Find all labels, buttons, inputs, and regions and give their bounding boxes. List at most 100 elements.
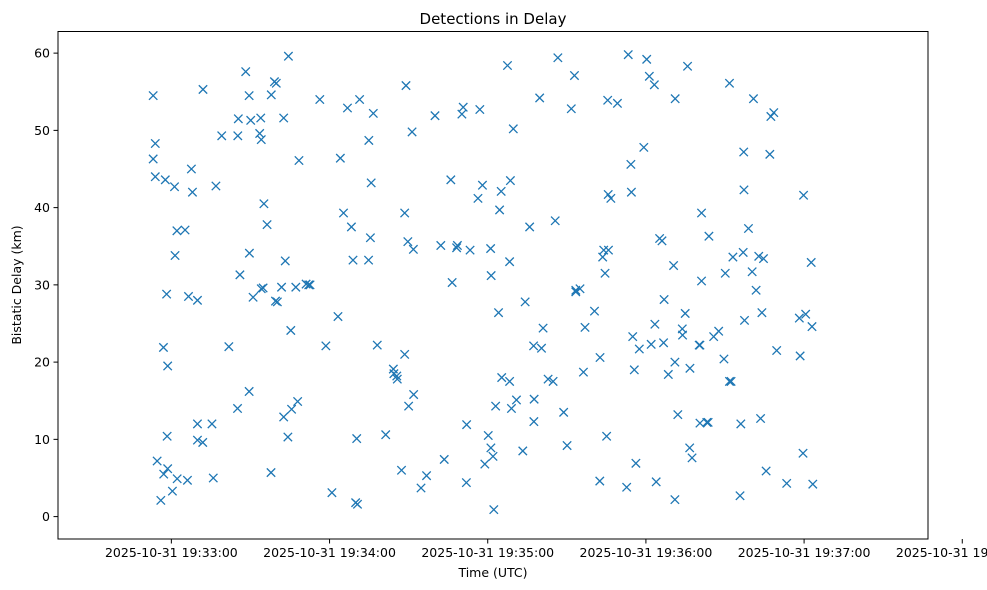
data-point [489,504,499,515]
data-point [170,250,180,261]
data-point [327,487,337,498]
data-point [628,331,638,342]
data-point [368,108,378,119]
y-axis: 0 10 20 30 40 50 60 [34,46,58,524]
data-point [629,365,639,375]
data-point [172,474,182,484]
data-point [187,187,198,197]
data-point [758,253,769,264]
data-point [235,270,245,280]
data-point [766,111,776,122]
data-point [305,280,315,290]
data-point [724,376,735,387]
data-point [304,280,314,290]
data-point [748,94,759,104]
data-point [801,309,811,319]
data-point [408,389,419,400]
data-point [685,443,695,453]
data-point [167,486,178,496]
data-point [192,435,203,445]
data-point [807,321,817,332]
data-point [224,342,234,352]
data-point [192,419,203,429]
data-point [430,111,440,121]
data-point [558,407,569,417]
y-tick-label: 60 [34,46,50,61]
y-tick-label: 10 [34,432,50,447]
data-point [765,149,775,159]
data-point [159,469,169,479]
data-point [338,208,349,218]
data-point [372,340,382,350]
y-tick-label: 50 [34,123,50,138]
data-point [769,107,779,118]
data-point [259,199,269,209]
data-point [595,476,605,486]
data-point [473,193,483,204]
data-point [266,90,276,100]
data-point [518,446,528,456]
data-point [548,376,558,387]
data-point [279,412,289,422]
data-point [158,342,169,353]
data-point [272,297,283,307]
data-point [595,352,605,363]
data-point [755,413,766,424]
data-point [477,180,488,190]
x-axis-label: Time (UTC) [457,565,527,580]
data-point [535,93,545,103]
x-tick-label: 2025-10-31 19:35:00 [421,545,554,560]
data-point [392,371,402,381]
data-point [536,343,547,353]
data-point [806,257,816,268]
y-tick-label: 0 [42,509,50,524]
data-point [256,113,266,123]
data-point [172,226,182,236]
data-point [650,319,660,329]
data-point [508,124,518,134]
data-point [408,244,419,254]
data-point [639,142,649,153]
data-point [286,325,296,336]
data-point [702,417,712,428]
data-point [738,247,748,258]
data-point [562,440,572,451]
data-point [504,257,515,267]
y-tick-label: 30 [34,277,50,292]
data-point [642,54,652,64]
data-point [342,103,353,113]
data-point [601,431,612,441]
data-point [291,282,301,292]
data-point [493,308,504,318]
data-point [160,175,170,185]
data-point [352,433,362,444]
data-point [622,482,632,492]
data-point [279,113,289,123]
data-point [663,369,673,380]
data-point [198,84,208,95]
data-point [603,95,613,105]
data-point [480,459,490,469]
data-point [589,306,600,316]
data-point [446,175,456,185]
data-point [550,216,560,226]
data-point [658,338,669,348]
data-point [623,50,633,60]
data-point [739,185,749,195]
data-point [751,285,761,295]
data-point [603,245,614,255]
data-point [354,94,365,105]
data-point [490,401,501,411]
data-point [401,80,411,91]
data-point [794,313,805,323]
data-point [163,464,173,474]
data-point [403,236,413,247]
data-point [795,351,805,361]
data-point [283,51,294,61]
y-axis-label: Bistatic Delay (km) [9,225,24,344]
data-point [739,315,750,326]
data-point [724,78,735,88]
data-point [150,172,160,182]
data-point [346,222,357,232]
data-point [283,432,293,442]
